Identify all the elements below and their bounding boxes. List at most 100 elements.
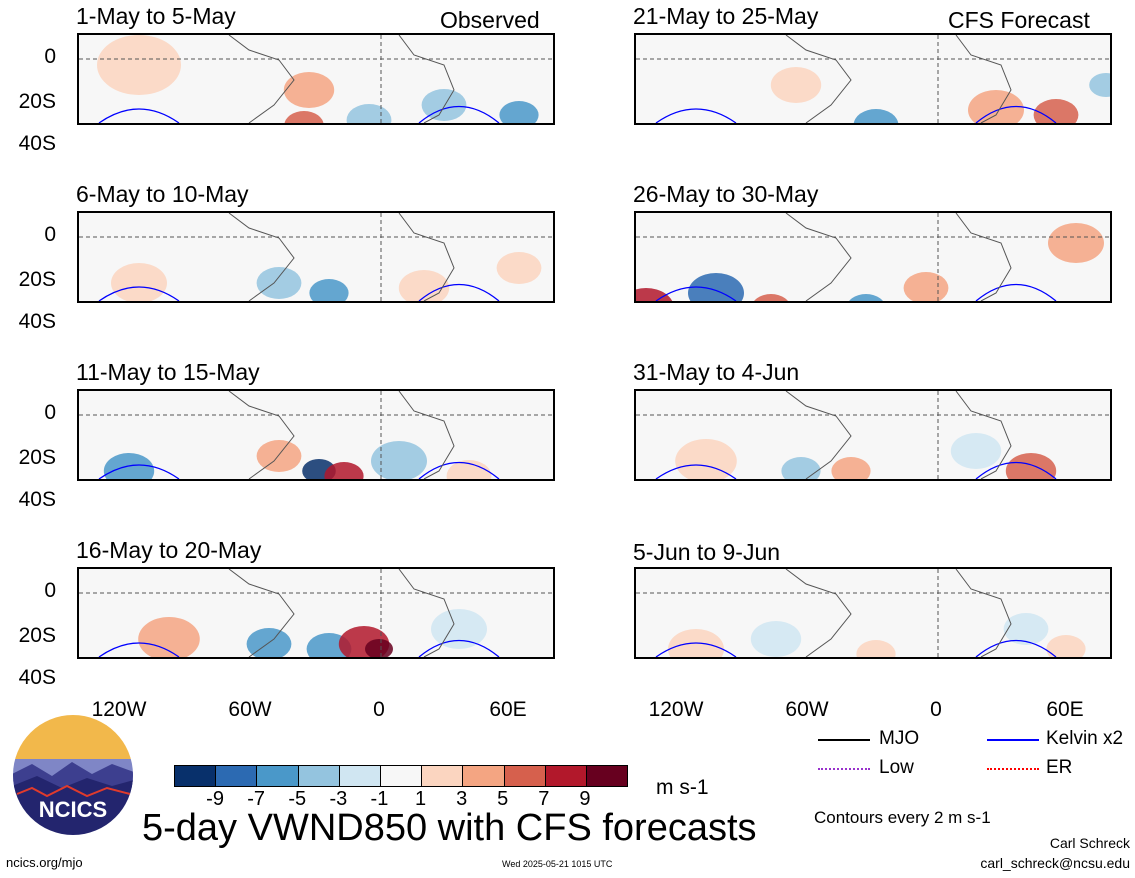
anomaly-blob	[283, 72, 335, 108]
email: carl_schreck@ncsu.edu	[980, 855, 1130, 871]
anomaly-blob	[1005, 453, 1057, 479]
y-tick-label: 40S	[18, 666, 56, 689]
panel-label: Observed	[440, 7, 540, 33]
mjo-swatch	[818, 739, 870, 741]
panel-title: 5-Jun to 9-Jun	[633, 539, 781, 565]
colorbar-swatch	[422, 766, 464, 786]
coastline	[785, 569, 1012, 657]
anomaly-blob	[968, 90, 1024, 123]
panel-title: 11-May to 15-May	[76, 359, 260, 385]
y-tick-label: 40S	[18, 488, 56, 511]
map-graphic	[79, 35, 553, 123]
colorbar-swatch	[586, 766, 628, 786]
x-tick-label: 120W	[91, 698, 147, 721]
map-panel	[634, 389, 1112, 481]
colorbar-swatch	[257, 766, 299, 786]
x-tick-label: 0	[373, 698, 385, 721]
colorbar-swatch	[216, 766, 258, 786]
anomaly-blob	[431, 609, 487, 649]
colorbar-label: 9	[579, 788, 591, 810]
map-graphic	[636, 35, 1110, 123]
anomaly-blob	[950, 433, 1002, 469]
author: Carl Schreck	[1049, 835, 1130, 851]
anomaly-blob	[398, 270, 450, 301]
kelvin-contour	[98, 105, 500, 123]
map-panel	[77, 567, 555, 659]
x-tick-label: 60E	[489, 698, 527, 721]
map-graphic	[79, 213, 553, 301]
anomaly-blob	[831, 457, 871, 479]
map-panel	[77, 389, 555, 481]
coastline	[228, 213, 455, 301]
anomaly-blob	[97, 35, 181, 95]
panel-title: 6-May to 10-May	[76, 181, 249, 207]
y-tick-label: 40S	[18, 132, 56, 155]
anomaly-blob	[346, 104, 392, 123]
y-tick-label: 20S	[18, 624, 56, 647]
y-tick-label: 40S	[18, 310, 56, 333]
colorbar-swatch	[175, 766, 217, 786]
colorbar-swatch	[339, 766, 381, 786]
x-tick-label: 0	[930, 698, 942, 721]
map-panel	[77, 33, 555, 125]
anomaly-blob	[371, 441, 427, 479]
anomaly-blob	[636, 288, 673, 301]
main-title: 5-day VWND850 with CFS forecasts	[142, 807, 757, 849]
colorbar-label: 1	[414, 788, 427, 810]
coastline	[228, 391, 455, 479]
x-tick-label: 60W	[228, 698, 272, 721]
kelvin-contour	[655, 283, 1057, 301]
y-tick-label: 20S	[18, 268, 56, 291]
panel-title: 16-May to 20-May	[76, 537, 262, 563]
map-graphic	[636, 213, 1110, 301]
panel-title: 26-May to 30-May	[633, 181, 819, 207]
panel-title: 1-May to 5-May	[76, 3, 236, 29]
colorbar-swatch	[380, 766, 423, 786]
panel-label: CFS Forecast	[948, 7, 1090, 33]
anomaly-blob	[256, 440, 302, 472]
kelvin-contour	[98, 461, 500, 479]
anomaly-blob	[496, 252, 542, 284]
x-tick-label: 120W	[648, 698, 704, 721]
anomaly-blob	[1089, 73, 1110, 97]
colorbar-units: m s-1	[656, 776, 709, 799]
anomaly-blob	[499, 101, 539, 123]
anomaly-blob	[675, 439, 737, 479]
anomaly-blob	[1033, 99, 1079, 123]
map-panel	[634, 211, 1112, 303]
anomaly-blob	[853, 109, 899, 123]
y-tick-label: 0	[44, 579, 56, 602]
anomaly-blob	[781, 457, 821, 479]
anomaly-blob	[446, 460, 492, 479]
logo-text: NCICS	[39, 797, 107, 822]
anomaly-blob	[1048, 223, 1104, 263]
coastline	[785, 35, 1012, 123]
y-tick-label: 0	[44, 223, 56, 246]
anomaly-blob	[111, 263, 167, 301]
y-tick-label: 0	[44, 45, 56, 68]
contour-note: Contours every 2 m s-1	[814, 808, 991, 827]
coastline	[228, 35, 455, 123]
colorbar-label: -5	[288, 788, 307, 810]
panel-title: 31-May to 4-Jun	[633, 359, 800, 385]
anomaly-blob	[688, 273, 744, 301]
site-link[interactable]: ncics.org/mjo	[6, 855, 83, 870]
kelvin-swatch	[987, 739, 1039, 741]
y-tick-label: 20S	[18, 446, 56, 469]
anomaly-blob	[284, 111, 324, 123]
kelvin-contour	[655, 639, 1057, 657]
timestamp: Wed 2025-05-21 1015 UTC	[502, 859, 613, 869]
colorbar-swatch	[298, 766, 340, 786]
colorbar-label: -1	[370, 788, 389, 810]
colorbar-label: -7	[247, 788, 266, 810]
legend-low: Low	[879, 757, 914, 778]
x-tick-label: 60W	[785, 698, 829, 721]
map-panel	[634, 33, 1112, 125]
coastline	[785, 391, 1012, 479]
anomaly-blob	[750, 621, 802, 657]
er-swatch	[987, 768, 1039, 770]
anomaly-blob	[849, 294, 883, 301]
colorbar-swatch	[463, 766, 505, 786]
kelvin-contour	[98, 639, 500, 657]
y-tick-label: 20S	[18, 90, 56, 113]
